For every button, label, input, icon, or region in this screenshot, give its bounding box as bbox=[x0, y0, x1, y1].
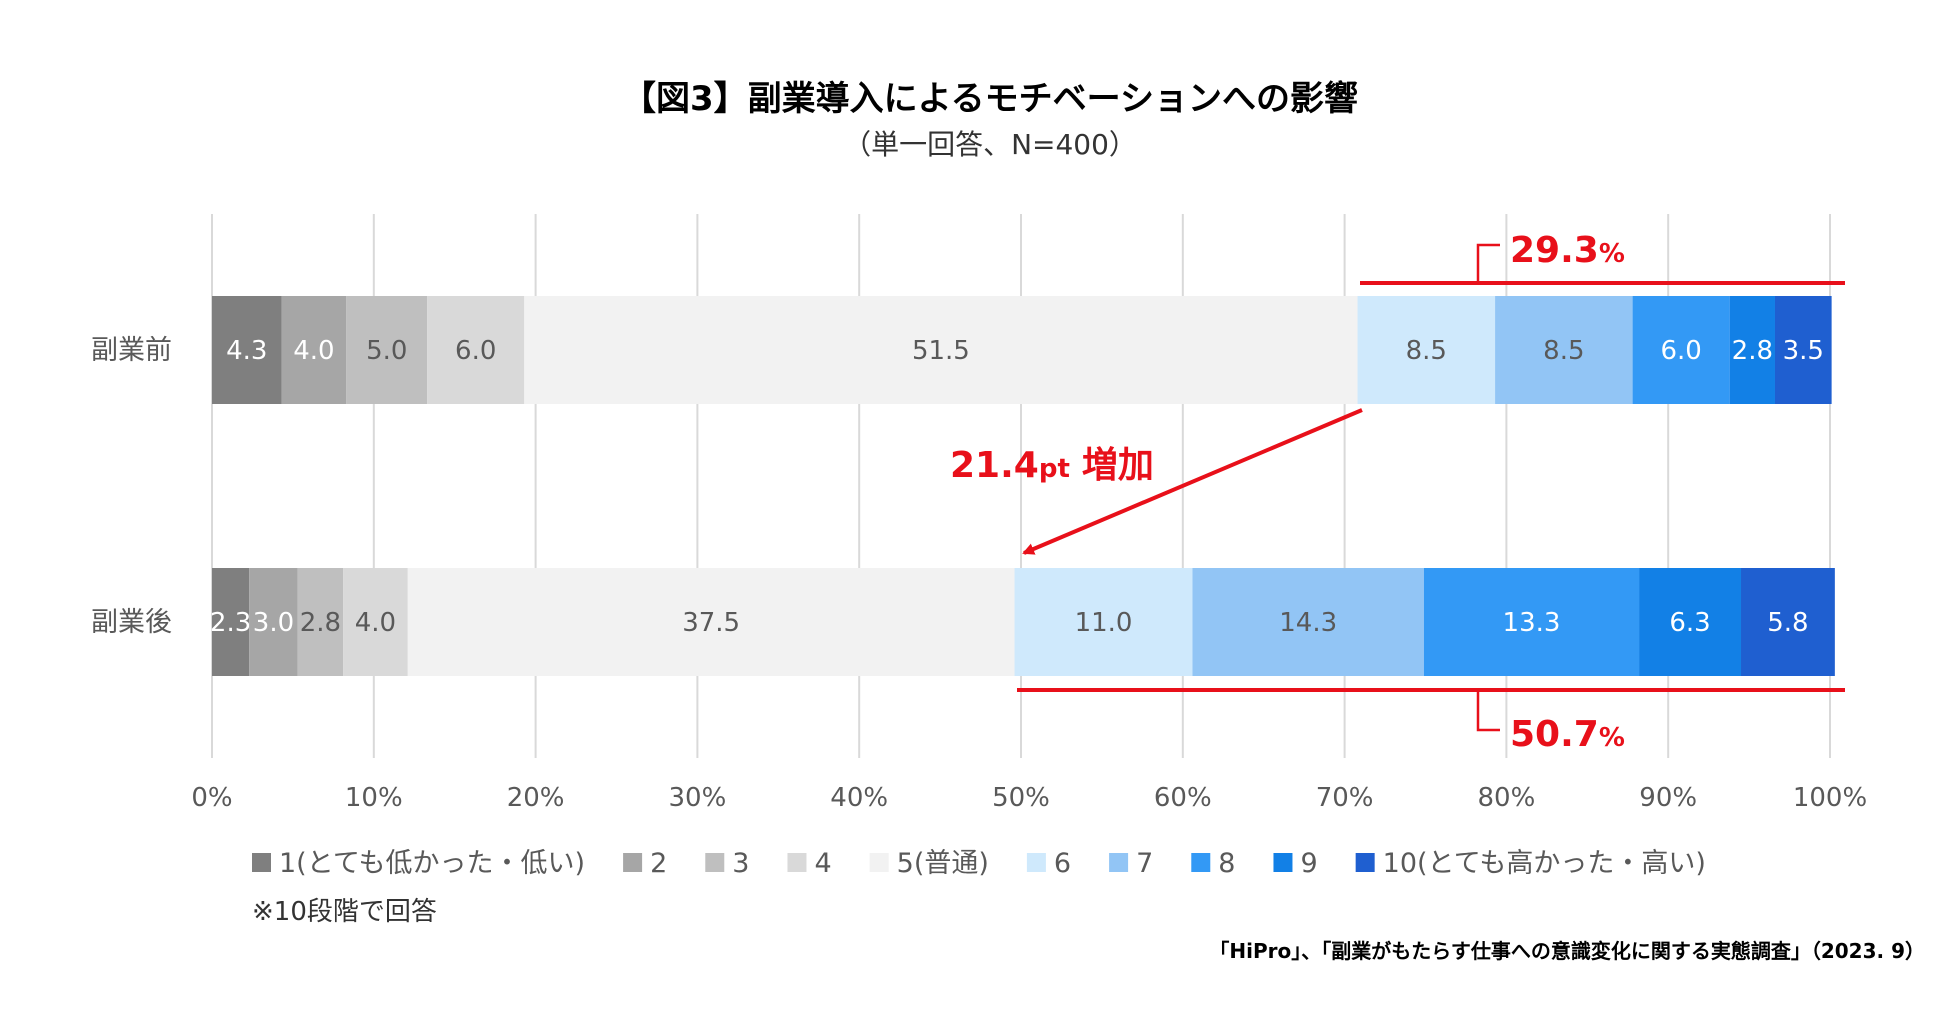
before-total-unit: % bbox=[1599, 239, 1625, 269]
bar-value-label: 8.5 bbox=[1543, 336, 1584, 366]
legend-label: 8 bbox=[1218, 848, 1235, 879]
bar-segment bbox=[1423, 568, 1640, 676]
legend-swatch bbox=[787, 853, 807, 872]
category-label: 副業後 bbox=[91, 607, 172, 638]
bar-segment bbox=[1741, 568, 1835, 676]
legend-label: 10(とても高かった・高い) bbox=[1383, 848, 1706, 879]
bar-value-label: 13.3 bbox=[1503, 608, 1561, 638]
legend-swatch bbox=[1273, 853, 1293, 872]
bar-value-label: 6.3 bbox=[1669, 608, 1710, 638]
after-total-connector bbox=[1476, 690, 1500, 732]
after-total-value: 50.7 bbox=[1510, 714, 1599, 755]
source-text: 「HiPro」、「副業がもたらす仕事への意識変化に関する実態調査」（2023. … bbox=[1209, 939, 1925, 963]
legend-label: 5(普通) bbox=[897, 848, 989, 879]
bar-value-label: 4.0 bbox=[293, 336, 334, 366]
bar-segment bbox=[407, 568, 1015, 676]
x-tick-label: 30% bbox=[669, 783, 727, 813]
bar-segment bbox=[1774, 296, 1832, 404]
before-total-annotation: 29.3% bbox=[1360, 230, 1845, 285]
bar-value-label: 3.5 bbox=[1783, 336, 1824, 366]
bar-value-label: 4.3 bbox=[226, 336, 267, 366]
x-tick-label: 10% bbox=[345, 783, 403, 813]
bar-segment bbox=[346, 296, 428, 404]
category-label: 副業前 bbox=[91, 335, 172, 366]
bar-segment bbox=[212, 568, 250, 676]
legend-swatch bbox=[252, 853, 271, 872]
x-tick-label: 50% bbox=[992, 783, 1050, 813]
chart-subtitle: （単一回答、N=400） bbox=[843, 128, 1137, 161]
bar-value-label: 2.8 bbox=[1732, 336, 1773, 366]
increase-word: 増加 bbox=[1082, 445, 1154, 486]
note-text: ※10段階で回答 bbox=[252, 897, 437, 927]
legend-swatch bbox=[869, 853, 889, 872]
increase-value: 21.4 bbox=[950, 445, 1039, 486]
bar-segment bbox=[249, 568, 298, 676]
legend-label: 1(とても低かった・低い) bbox=[279, 848, 585, 879]
bar-value-label: 11.0 bbox=[1075, 608, 1133, 638]
bar-value-label: 5.0 bbox=[366, 336, 407, 366]
bar-value-label: 4.0 bbox=[355, 608, 396, 638]
x-axis-ticks: 0% 10% 20% 30% 40% 50% 60% 70% 80% 90% 100% bbox=[191, 783, 1867, 813]
bar-segment bbox=[297, 568, 344, 676]
x-tick-label: 40% bbox=[830, 783, 888, 813]
bar-segment bbox=[1632, 296, 1730, 404]
chart-title: 【図3】副業導入によるモチベーションへの影響 bbox=[622, 79, 1358, 119]
bar-segment bbox=[212, 296, 282, 404]
legend-swatch bbox=[1109, 853, 1129, 872]
bar-value-label: 14.3 bbox=[1279, 608, 1337, 638]
legend-label: 3 bbox=[732, 848, 749, 879]
bar-segment bbox=[427, 296, 525, 404]
bar-segment bbox=[1357, 296, 1496, 404]
bar-segment bbox=[343, 568, 408, 676]
before-total-value: 29.3 bbox=[1510, 230, 1599, 271]
legend-swatch bbox=[1355, 853, 1375, 872]
legend-label: 7 bbox=[1136, 848, 1153, 879]
legend: 1(とても低かった・低い) 2 3 4 5(普通) 6 7 8 9 10(とても高かった・高い) bbox=[252, 848, 1706, 879]
bar-value-label: 6.0 bbox=[1660, 336, 1701, 366]
after-total-annotation: 50.7% bbox=[1017, 688, 1845, 755]
legend-label: 9 bbox=[1300, 848, 1317, 879]
increase-arrow bbox=[1022, 408, 1363, 555]
x-tick-label: 80% bbox=[1478, 783, 1536, 813]
legend-swatch bbox=[1191, 853, 1211, 872]
bar-value-label: 2.3 bbox=[210, 608, 251, 638]
bar-segment bbox=[1729, 296, 1775, 404]
bar-segment bbox=[1639, 568, 1742, 676]
increase-label: 21.4pt 増加 bbox=[950, 445, 1154, 486]
before-total-label: 29.3% bbox=[1510, 230, 1625, 271]
legend-label: 6 bbox=[1054, 848, 1071, 879]
after-total-unit: % bbox=[1599, 723, 1625, 753]
bar-segment bbox=[524, 296, 1358, 404]
increase-unit: pt bbox=[1039, 454, 1070, 484]
legend-swatch bbox=[1026, 853, 1046, 872]
bar-value-label: 8.5 bbox=[1406, 336, 1447, 366]
increase-annotation: 21.4pt 増加 bbox=[950, 408, 1363, 555]
legend-label: 2 bbox=[650, 848, 667, 879]
legend-swatch bbox=[623, 853, 643, 872]
bar-segment bbox=[1014, 568, 1193, 676]
x-tick-label: 0% bbox=[191, 783, 232, 813]
bar-segment bbox=[1495, 296, 1633, 404]
legend-label: 4 bbox=[814, 848, 831, 879]
x-tick-label: 20% bbox=[507, 783, 565, 813]
x-tick-label: 70% bbox=[1316, 783, 1374, 813]
bar-value-label: 5.8 bbox=[1767, 608, 1808, 638]
x-tick-label: 100% bbox=[1793, 783, 1867, 813]
bar-value-label: 2.8 bbox=[300, 608, 341, 638]
bar-value-label: 37.5 bbox=[682, 608, 740, 638]
x-tick-label: 60% bbox=[1154, 783, 1212, 813]
gridlines bbox=[211, 214, 1831, 758]
bar-value-label: 51.5 bbox=[912, 336, 970, 366]
legend-swatch bbox=[705, 853, 725, 872]
before-total-connector bbox=[1476, 243, 1500, 283]
after-total-label: 50.7% bbox=[1510, 714, 1625, 755]
bar-value-label: 6.0 bbox=[455, 336, 496, 366]
bars: 4.3 4.0 5.0 6.0 51.5 8.5 8.5 6.0 2.8 3.52.3 3.0 2.8… bbox=[210, 296, 1835, 676]
bar-segment bbox=[1192, 568, 1424, 676]
bar-segment bbox=[281, 296, 347, 404]
bar-value-label: 3.0 bbox=[253, 608, 294, 638]
x-tick-label: 90% bbox=[1639, 783, 1697, 813]
